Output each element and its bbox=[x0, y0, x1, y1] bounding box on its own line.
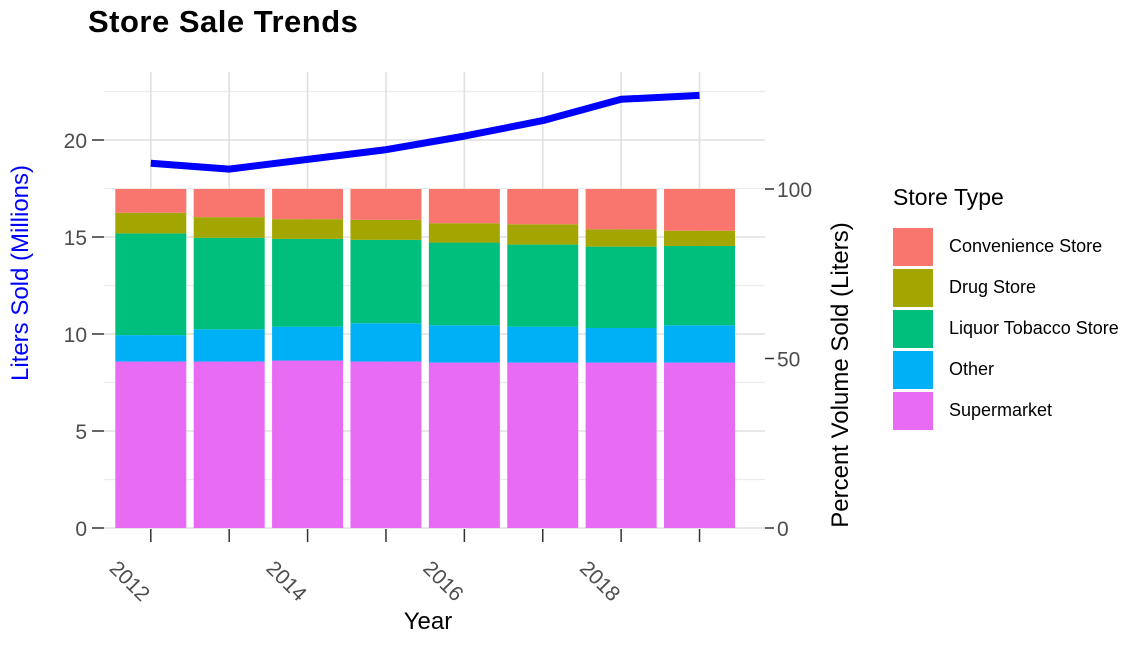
bar-segment bbox=[428, 223, 500, 243]
x-axis-tick-label: 2018 bbox=[575, 557, 624, 606]
bar-segment bbox=[664, 189, 736, 231]
bar-segment bbox=[350, 189, 422, 220]
right-axis-tick-label: 0 bbox=[777, 518, 789, 541]
legend-label: Other bbox=[949, 359, 995, 379]
bar-segment bbox=[115, 233, 187, 336]
chart-title: Store Sale Trends bbox=[88, 4, 359, 39]
bar-segment bbox=[507, 362, 579, 528]
bar-segment bbox=[428, 242, 500, 326]
right-axis-tick-label: 100 bbox=[777, 179, 812, 202]
bar-segment bbox=[272, 219, 344, 239]
legend-label: Convenience Store bbox=[949, 236, 1103, 256]
bar-segment bbox=[664, 245, 736, 326]
left-axis-tick-label: 20 bbox=[64, 130, 87, 153]
legend-item: Liquor Tobacco Store bbox=[893, 308, 1143, 349]
bar-segment bbox=[664, 325, 736, 363]
legend-item: Convenience Store bbox=[893, 226, 1143, 267]
legend-item: Drug Store bbox=[893, 267, 1143, 308]
legend-swatch bbox=[893, 391, 933, 430]
bar-segment bbox=[272, 360, 344, 528]
bar-segment bbox=[115, 189, 187, 213]
bar-segment bbox=[350, 323, 422, 362]
legend: Store Type Convenience Store Drug Store Li… bbox=[893, 184, 1143, 431]
x-axis-tick-label: 2012 bbox=[105, 557, 154, 606]
x-axis-title: Year bbox=[403, 608, 453, 635]
bar-segment bbox=[272, 238, 344, 327]
legend-swatch bbox=[893, 268, 933, 307]
bar-segment bbox=[350, 239, 422, 324]
bar-segment bbox=[507, 326, 579, 363]
legend-item: Other bbox=[893, 349, 1143, 390]
bar-segment bbox=[585, 189, 657, 230]
left-axis-tick-label: 0 bbox=[75, 518, 87, 541]
bar-segment bbox=[664, 230, 736, 246]
bar-segment bbox=[193, 189, 265, 218]
bar-segment bbox=[585, 327, 657, 363]
bar-segment bbox=[507, 189, 579, 225]
bar-segment bbox=[115, 212, 187, 234]
right-axis-title: Percent Volume Sold (Liters) bbox=[827, 222, 854, 528]
legend-label: Liquor Tobacco Store bbox=[949, 318, 1119, 338]
bar-segment bbox=[193, 237, 265, 330]
bar-segment bbox=[193, 217, 265, 238]
legend-items: Convenience Store Drug Store Liquor Tobacc… bbox=[893, 226, 1143, 431]
legend-swatch bbox=[893, 227, 933, 266]
legend-title: Store Type bbox=[893, 184, 1004, 210]
bar-segment bbox=[428, 325, 500, 363]
bar-segment bbox=[585, 246, 657, 328]
bar-segment bbox=[115, 361, 187, 528]
left-axis-tick-label: 15 bbox=[64, 227, 87, 250]
bar-segment bbox=[585, 362, 657, 528]
bar-segment bbox=[507, 244, 579, 327]
left-axis-title: Liters Sold (Millions) bbox=[7, 164, 34, 382]
left-axis-tick-label: 5 bbox=[75, 421, 87, 444]
legend-label: Supermarket bbox=[949, 400, 1053, 420]
legend-item: Supermarket bbox=[893, 390, 1143, 431]
right-axis-tick-label: 50 bbox=[777, 349, 800, 372]
bar-segment bbox=[115, 335, 187, 362]
bar-segment bbox=[428, 362, 500, 528]
bar-segment bbox=[193, 361, 265, 528]
bar-segment bbox=[507, 224, 579, 245]
trend-line bbox=[150, 91, 700, 173]
bar-segment bbox=[272, 189, 344, 220]
bar-segment bbox=[193, 329, 265, 362]
legend-swatch bbox=[893, 350, 933, 389]
bar-segment bbox=[664, 362, 736, 528]
bar-segment bbox=[350, 219, 422, 240]
legend-swatch bbox=[893, 309, 933, 348]
legend-label: Drug Store bbox=[949, 277, 1037, 297]
bar-segment bbox=[585, 229, 657, 247]
left-axis-tick-label: 10 bbox=[64, 324, 87, 347]
bar-segment bbox=[428, 189, 500, 224]
bar-segment bbox=[272, 326, 344, 361]
x-axis-tick-label: 2014 bbox=[262, 557, 312, 607]
x-axis-tick-label: 2016 bbox=[418, 557, 467, 606]
bar-segment bbox=[350, 361, 422, 528]
